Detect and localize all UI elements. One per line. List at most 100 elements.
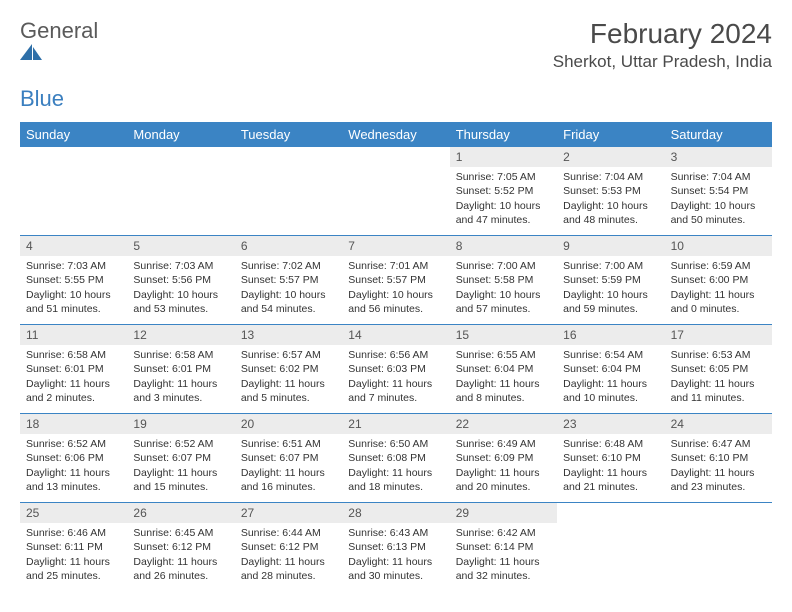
daylight-text: Daylight: 11 hours and 3 minutes. [133,377,228,405]
calendar-cell: 13Sunrise: 6:57 AMSunset: 6:02 PMDayligh… [235,325,342,413]
calendar: Sunday Monday Tuesday Wednesday Thursday… [20,122,772,591]
day-number: 16 [557,325,664,345]
calendar-week: 4Sunrise: 7:03 AMSunset: 5:55 PMDaylight… [20,236,772,325]
sunrise-text: Sunrise: 6:47 AM [671,437,766,451]
calendar-cell: 20Sunrise: 6:51 AMSunset: 6:07 PMDayligh… [235,414,342,502]
calendar-cell: 26Sunrise: 6:45 AMSunset: 6:12 PMDayligh… [127,503,234,591]
daylight-text: Daylight: 10 hours and 48 minutes. [563,199,658,227]
calendar-week: 11Sunrise: 6:58 AMSunset: 6:01 PMDayligh… [20,325,772,414]
calendar-cell-empty [127,147,234,235]
day-header-thursday: Thursday [450,122,557,147]
calendar-cell: 3Sunrise: 7:04 AMSunset: 5:54 PMDaylight… [665,147,772,235]
day-header-friday: Friday [557,122,664,147]
calendar-week: 18Sunrise: 6:52 AMSunset: 6:06 PMDayligh… [20,414,772,503]
cell-body: Sunrise: 7:03 AMSunset: 5:56 PMDaylight:… [127,256,234,320]
page-title: February 2024 [553,18,772,50]
sunrise-text: Sunrise: 6:51 AM [241,437,336,451]
sunset-text: Sunset: 5:58 PM [456,273,551,287]
daylight-text: Daylight: 11 hours and 10 minutes. [563,377,658,405]
cell-body: Sunrise: 6:56 AMSunset: 6:03 PMDaylight:… [342,345,449,409]
cell-body: Sunrise: 7:03 AMSunset: 5:55 PMDaylight:… [20,256,127,320]
calendar-cell: 16Sunrise: 6:54 AMSunset: 6:04 PMDayligh… [557,325,664,413]
logo-text-gray: General [20,18,98,43]
calendar-cell: 24Sunrise: 6:47 AMSunset: 6:10 PMDayligh… [665,414,772,502]
calendar-cell: 2 Sunrise: 7:04 AMSunset: 5:53 PMDaylight… [557,147,664,235]
day-header-row: Sunday Monday Tuesday Wednesday Thursday… [20,122,772,147]
calendar-cell-empty [665,503,772,591]
day-number: 2 [557,147,664,167]
cell-body: Sunrise: 6:58 AMSunset: 6:01 PMDaylight:… [127,345,234,409]
logo-sail-icon [20,44,98,60]
daylight-text: Daylight: 10 hours and 50 minutes. [671,199,766,227]
cell-body: Sunrise: 6:43 AMSunset: 6:13 PMDaylight:… [342,523,449,587]
sunrise-text: Sunrise: 7:00 AM [563,259,658,273]
calendar-cell: 22Sunrise: 6:49 AMSunset: 6:09 PMDayligh… [450,414,557,502]
calendar-cell: 19Sunrise: 6:52 AMSunset: 6:07 PMDayligh… [127,414,234,502]
cell-body: Sunrise: 6:51 AMSunset: 6:07 PMDaylight:… [235,434,342,498]
sunrise-text: Sunrise: 7:02 AM [241,259,336,273]
cell-body: Sunrise: 6:45 AMSunset: 6:12 PMDaylight:… [127,523,234,587]
day-number: 20 [235,414,342,434]
cell-body: Sunrise: 6:59 AMSunset: 6:00 PMDaylight:… [665,256,772,320]
day-header-monday: Monday [127,122,234,147]
sunset-text: Sunset: 5:53 PM [563,184,658,198]
calendar-week: 25Sunrise: 6:46 AMSunset: 6:11 PMDayligh… [20,503,772,591]
sunrise-text: Sunrise: 6:55 AM [456,348,551,362]
sunset-text: Sunset: 6:00 PM [671,273,766,287]
location-text: Sherkot, Uttar Pradesh, India [553,52,772,72]
cell-body: Sunrise: 6:44 AMSunset: 6:12 PMDaylight:… [235,523,342,587]
day-number: 15 [450,325,557,345]
calendar-cell-empty [342,147,449,235]
day-number: 11 [20,325,127,345]
sunrise-text: Sunrise: 6:48 AM [563,437,658,451]
calendar-cell: 29Sunrise: 6:42 AMSunset: 6:14 PMDayligh… [450,503,557,591]
calendar-cell: 25Sunrise: 6:46 AMSunset: 6:11 PMDayligh… [20,503,127,591]
sunset-text: Sunset: 5:56 PM [133,273,228,287]
sunset-text: Sunset: 5:52 PM [456,184,551,198]
day-number: 17 [665,325,772,345]
logo-text: GeneralBlue [20,18,98,112]
daylight-text: Daylight: 11 hours and 23 minutes. [671,466,766,494]
calendar-cell: 12Sunrise: 6:58 AMSunset: 6:01 PMDayligh… [127,325,234,413]
sunset-text: Sunset: 6:08 PM [348,451,443,465]
sunrise-text: Sunrise: 6:45 AM [133,526,228,540]
cell-body: Sunrise: 6:58 AMSunset: 6:01 PMDaylight:… [20,345,127,409]
daylight-text: Daylight: 11 hours and 20 minutes. [456,466,551,494]
sunrise-text: Sunrise: 7:01 AM [348,259,443,273]
day-number: 27 [235,503,342,523]
cell-body: Sunrise: 6:55 AMSunset: 6:04 PMDaylight:… [450,345,557,409]
daylight-text: Daylight: 11 hours and 11 minutes. [671,377,766,405]
day-number: 23 [557,414,664,434]
sunset-text: Sunset: 5:59 PM [563,273,658,287]
sunrise-text: Sunrise: 6:52 AM [133,437,228,451]
daylight-text: Daylight: 10 hours and 51 minutes. [26,288,121,316]
calendar-cell-empty [557,503,664,591]
daylight-text: Daylight: 11 hours and 8 minutes. [456,377,551,405]
daylight-text: Daylight: 11 hours and 16 minutes. [241,466,336,494]
day-number: 22 [450,414,557,434]
daylight-text: Daylight: 11 hours and 13 minutes. [26,466,121,494]
day-header-tuesday: Tuesday [235,122,342,147]
calendar-cell: 21Sunrise: 6:50 AMSunset: 6:08 PMDayligh… [342,414,449,502]
sunset-text: Sunset: 6:12 PM [133,540,228,554]
sunrise-text: Sunrise: 6:54 AM [563,348,658,362]
day-number: 10 [665,236,772,256]
sunset-text: Sunset: 6:11 PM [26,540,121,554]
day-number: 5 [127,236,234,256]
day-header-sunday: Sunday [20,122,127,147]
daylight-text: Daylight: 10 hours and 59 minutes. [563,288,658,316]
sunrise-text: Sunrise: 7:04 AM [563,170,658,184]
sunrise-text: Sunrise: 6:42 AM [456,526,551,540]
day-number: 25 [20,503,127,523]
sunset-text: Sunset: 6:10 PM [671,451,766,465]
sunset-text: Sunset: 5:57 PM [348,273,443,287]
sunrise-text: Sunrise: 6:49 AM [456,437,551,451]
daylight-text: Daylight: 10 hours and 53 minutes. [133,288,228,316]
daylight-text: Daylight: 11 hours and 5 minutes. [241,377,336,405]
daylight-text: Daylight: 11 hours and 2 minutes. [26,377,121,405]
sunrise-text: Sunrise: 6:50 AM [348,437,443,451]
sunrise-text: Sunrise: 6:58 AM [26,348,121,362]
calendar-week: 1Sunrise: 7:05 AMSunset: 5:52 PMDaylight… [20,147,772,236]
sunrise-text: Sunrise: 6:59 AM [671,259,766,273]
daylight-text: Daylight: 11 hours and 15 minutes. [133,466,228,494]
